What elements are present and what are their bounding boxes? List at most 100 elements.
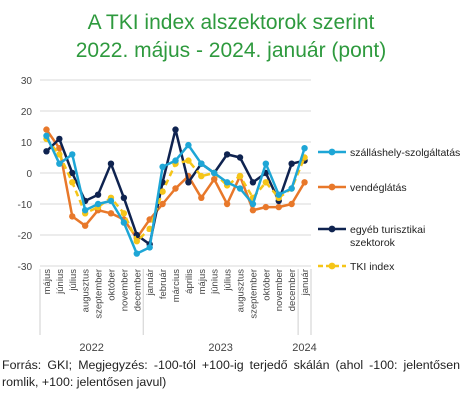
legend-label: vendéglátás [350, 182, 407, 194]
y-tick-label: 0 [26, 169, 32, 180]
x-tick-label: augusztus [236, 269, 247, 313]
y-tick-label: -30 [18, 262, 33, 273]
series-0 [43, 132, 308, 257]
data-point [236, 172, 244, 180]
x-tick-label: szeptember [248, 269, 259, 319]
x-tick-label: szeptember [94, 269, 105, 319]
data-point [107, 160, 115, 167]
data-point [146, 244, 153, 251]
data-point [236, 154, 244, 161]
data-point [275, 203, 282, 211]
x-tick-label: május [42, 269, 53, 295]
x-tick-label: december [287, 269, 298, 311]
y-tick-label: 30 [21, 76, 33, 87]
data-point [198, 194, 205, 201]
data-point [262, 160, 270, 167]
data-point [69, 151, 76, 158]
x-tick-label: július [223, 269, 234, 292]
year-label: 2024 [292, 342, 316, 354]
data-point [185, 179, 192, 186]
data-point [262, 203, 270, 211]
y-tick-label: -10 [18, 200, 33, 211]
legend-label: szálláshely-szolgáltatás [350, 147, 460, 159]
data-point [133, 250, 140, 257]
data-point [288, 200, 295, 208]
data-point [56, 160, 63, 167]
y-tick-label: 10 [21, 138, 33, 149]
x-tick-label: január [145, 269, 156, 296]
data-point [223, 151, 231, 158]
data-point [56, 151, 63, 158]
data-point [120, 210, 128, 217]
data-point [43, 132, 50, 139]
data-point [198, 172, 205, 180]
data-point [94, 191, 102, 198]
legend-label: szektorok [350, 237, 396, 249]
data-point [262, 179, 270, 186]
data-point [69, 213, 76, 220]
legend-swatch-marker [328, 262, 336, 270]
data-point [223, 179, 231, 186]
x-tick-label: június [210, 269, 221, 295]
data-point [288, 160, 295, 167]
data-point [301, 179, 308, 186]
chart-title-line2: 2022. május - 2024. január (pont) [75, 39, 387, 62]
data-point [223, 200, 231, 208]
data-point [236, 185, 244, 192]
data-point [159, 163, 166, 170]
data-point [120, 194, 128, 201]
data-point [301, 145, 308, 152]
legend-swatch-marker [328, 183, 336, 191]
legend-item: vendéglátás [318, 182, 407, 194]
x-tick-label: november [119, 269, 130, 311]
x-tick-label: augusztus [81, 269, 92, 313]
legend-label: TKI index [350, 261, 395, 273]
legend-item: szálláshely-szolgáltatás [318, 147, 460, 159]
footnote: Forrás: GKI; Megjegyzés: -100-tól +100-i… [2, 358, 460, 389]
x-tick-label: február [158, 269, 169, 299]
data-point [211, 176, 218, 183]
data-point [172, 157, 179, 164]
legend-swatch-marker [328, 148, 336, 156]
series-line [45, 135, 306, 255]
data-point [69, 169, 76, 177]
data-point [275, 191, 282, 198]
data-point [185, 157, 192, 164]
data-point [69, 179, 76, 186]
legend-item: TKI index [318, 261, 395, 273]
data-point [120, 219, 128, 226]
data-point [159, 188, 166, 195]
data-point [107, 197, 115, 205]
x-tick-label: április [184, 269, 195, 294]
data-point [133, 238, 140, 245]
x-tick-label: július [68, 269, 79, 292]
data-point [288, 185, 295, 192]
grid [40, 79, 311, 267]
data-point [172, 185, 179, 192]
x-tick-label: március [171, 269, 182, 303]
x-tick-label: november [274, 269, 285, 311]
data-point [81, 207, 89, 214]
data-point [249, 200, 257, 208]
x-tick-label: október [261, 269, 272, 301]
data-point [211, 169, 218, 177]
y-tick-label: 20 [21, 107, 33, 118]
legend-swatch-marker [328, 225, 336, 233]
data-point [81, 222, 89, 229]
data-point [43, 126, 50, 133]
chart-title-line1: A TKI index alszektorok szerint [87, 11, 375, 34]
y-tick-label: -20 [18, 231, 33, 242]
data-point [56, 135, 63, 143]
data-point [185, 141, 192, 149]
data-point [249, 179, 257, 186]
data-point [107, 210, 115, 217]
x-tick-label: január [300, 269, 311, 296]
x-tick-label: május [197, 269, 208, 295]
data-point [198, 160, 205, 167]
year-label: 2023 [208, 342, 232, 354]
data-point [43, 148, 50, 155]
x-tick-label: június [55, 269, 66, 295]
year-label: 2022 [79, 342, 103, 354]
data-point [249, 207, 257, 214]
